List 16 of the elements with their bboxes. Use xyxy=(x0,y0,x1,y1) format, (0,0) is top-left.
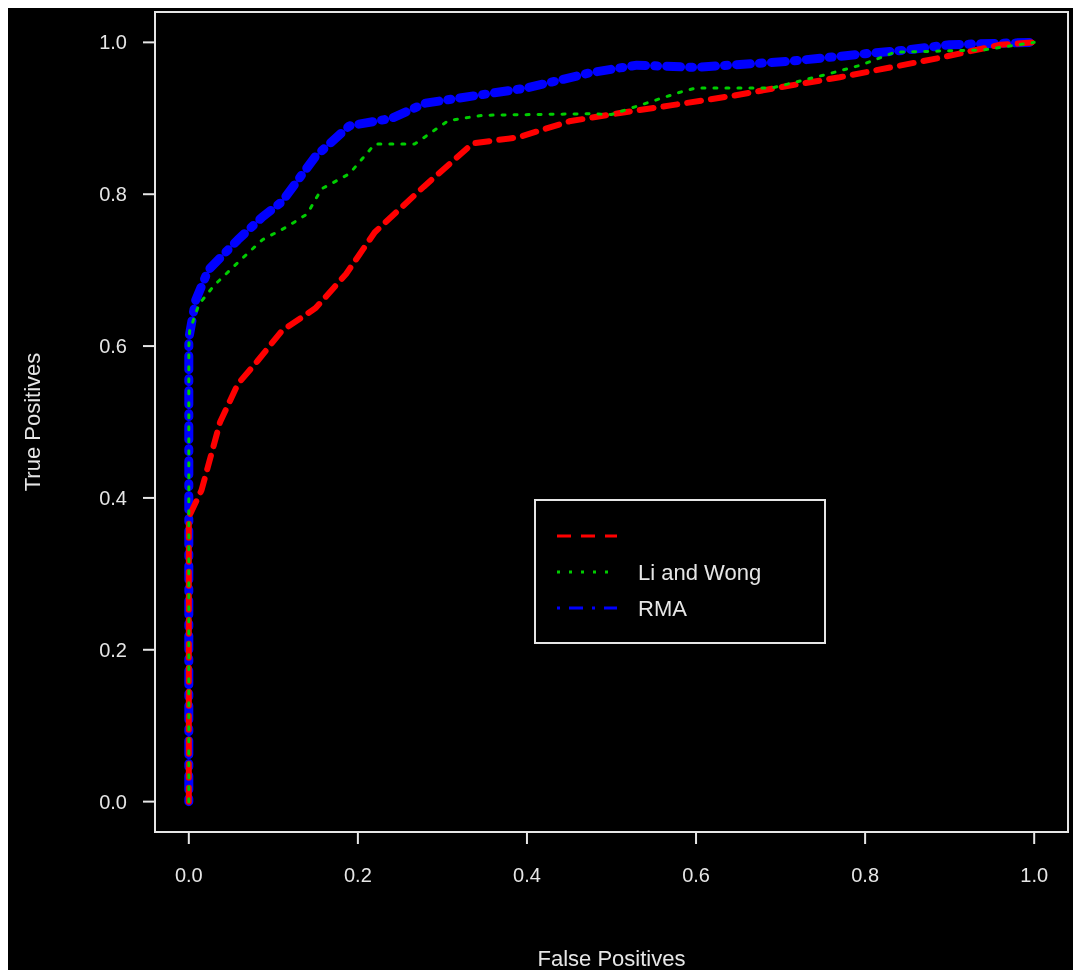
x-tick-label: 0.6 xyxy=(682,864,710,886)
y-tick-label: 0.2 xyxy=(99,638,127,661)
legend-label: RMA xyxy=(638,595,688,621)
x-tick-label: 0.4 xyxy=(513,864,541,886)
legend-label: Li and Wong xyxy=(638,559,762,585)
x-tick-label: 0.8 xyxy=(851,864,880,886)
y-tick-label: 0.8 xyxy=(99,183,127,206)
x-axis-title: False Positives xyxy=(537,946,686,971)
y-tick-label: 0.4 xyxy=(99,486,127,509)
y-axis-title: True Positives xyxy=(20,352,45,492)
y-tick-label: 1.0 xyxy=(99,31,127,54)
x-tick-label: 0.0 xyxy=(174,864,203,886)
x-tick-label: 1.0 xyxy=(1020,864,1049,886)
x-tick-label: 0.2 xyxy=(343,864,372,886)
y-tick-label: 0.6 xyxy=(99,335,127,358)
y-tick-label: 0.0 xyxy=(99,790,127,813)
